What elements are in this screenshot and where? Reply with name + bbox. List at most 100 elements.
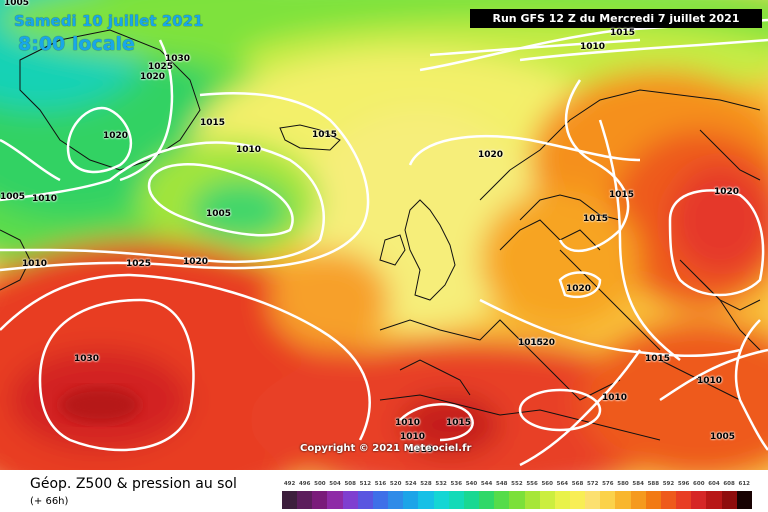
scale-value: 496	[298, 481, 311, 487]
isobar-label: 1015	[645, 354, 671, 364]
scale-swatch	[388, 491, 404, 509]
isobars	[0, 18, 768, 467]
scale-value: 524	[405, 481, 417, 487]
isobar-label: 1030	[74, 354, 100, 364]
isobar-label: 1005	[206, 209, 232, 219]
scale-value: 600	[693, 481, 705, 487]
scale-value: 544	[480, 481, 493, 487]
color-scale: 492 496 500 504 508 512 516 520 524 528 532 536 540 5…	[282, 481, 752, 509]
scale-value: 504	[329, 481, 341, 487]
isobar-label: 1015	[609, 190, 635, 200]
scale-swatch	[615, 491, 631, 509]
scale-swatch	[357, 491, 373, 509]
isobar-label: 1010	[697, 376, 723, 386]
scale-swatch	[660, 491, 677, 509]
scale-value: 612	[738, 481, 750, 487]
scale-swatch	[630, 491, 646, 509]
scale-swatch	[403, 491, 419, 509]
scale-swatch	[342, 491, 358, 509]
scale-value: 508	[344, 481, 356, 487]
scale-swatches	[282, 491, 752, 509]
isobar-label: 1010	[395, 418, 421, 428]
scale-value: 492	[283, 481, 296, 487]
scale-swatch	[569, 491, 586, 509]
scale-swatch	[418, 491, 434, 509]
scale-value: 576	[602, 481, 614, 487]
scale-value: 556	[526, 481, 538, 487]
isobar-label: 1010	[580, 42, 606, 52]
scale-swatch	[736, 491, 752, 509]
isobar-label: 1010	[602, 393, 628, 403]
scale-value: 548	[496, 481, 508, 487]
scale-swatch	[327, 491, 343, 509]
scale-swatch	[524, 491, 540, 509]
scale-labels: 492 496 500 504 508 512 516 520 524 528 532 536 540 5…	[282, 481, 752, 491]
scale-swatch	[600, 491, 616, 509]
scale-swatch	[372, 491, 389, 509]
scale-value: 560	[541, 481, 553, 487]
scale-swatch	[691, 491, 707, 509]
scale-value: 516	[374, 481, 387, 487]
scale-swatch	[479, 491, 495, 509]
isobar-label: 1015	[610, 28, 636, 38]
isobar-label: 1005	[710, 432, 736, 442]
scale-value: 512	[359, 481, 372, 487]
isobar-label: 1020	[103, 131, 129, 141]
high-core	[60, 387, 140, 423]
scale-value: 588	[647, 481, 660, 487]
scale-value: 552	[511, 481, 523, 487]
scale-swatch	[463, 491, 480, 509]
scale-value: 604	[708, 481, 720, 487]
isobar-label: 1015	[518, 338, 544, 348]
scale-swatch	[539, 491, 555, 509]
isobar-label: 1030	[165, 54, 191, 64]
scale-value: 532	[435, 481, 447, 487]
isobar-label: 1020	[714, 187, 740, 197]
scale-swatch	[494, 491, 510, 509]
scale-value: 596	[677, 481, 690, 487]
scale-swatch	[509, 491, 525, 509]
scale-value: 564	[556, 481, 569, 487]
isobar-label: 1015	[312, 130, 338, 140]
isobar-label: 1010	[408, 445, 434, 455]
scale-value: 520	[389, 481, 402, 487]
scale-swatch	[676, 491, 692, 509]
scale-value: 592	[662, 481, 675, 487]
isobar-label: 1015	[200, 118, 226, 128]
copyright-text: Copyright © 2021 Meteociel.fr	[300, 443, 472, 454]
isobar-label: 1020	[183, 257, 209, 267]
isobar-label: 1005	[0, 192, 26, 202]
isobar-1010-south	[518, 388, 602, 432]
scale-value: 608	[723, 481, 735, 487]
isobar-label: 1015	[446, 418, 472, 428]
scale-value: 536	[450, 481, 463, 487]
run-info-bar: Run GFS 12 Z du Mercredi 7 juillet 2021	[470, 9, 762, 28]
isobar-label: 1005	[4, 0, 30, 8]
scale-swatch	[297, 491, 313, 509]
map-svg	[0, 0, 768, 470]
isobar-label: 1010	[22, 259, 48, 269]
isobar-label: 1015	[583, 214, 609, 224]
scale-swatch	[645, 491, 661, 509]
weather-map: Samedi 10 juillet 2021 8:00 locale Run G…	[0, 0, 768, 470]
forecast-time: 8:00 locale	[18, 33, 135, 55]
legend-subtitle: (+ 66h)	[30, 496, 69, 507]
isobar-label: 1025	[126, 259, 152, 269]
scale-swatch	[721, 491, 737, 509]
scale-value: 500	[314, 481, 326, 487]
isobar-label: 1020	[566, 284, 592, 294]
scale-swatch	[282, 491, 298, 509]
scale-value: 580	[617, 481, 629, 487]
isobar-label: 1025	[148, 62, 174, 72]
legend-footer: Géop. Z500 & pression au sol (+ 66h) 492…	[0, 470, 768, 512]
scale-value: 528	[420, 481, 432, 487]
scale-value: 572	[586, 481, 599, 487]
scale-swatch	[312, 491, 328, 509]
scale-swatch	[585, 491, 601, 509]
isobar-label: 1020	[530, 338, 556, 348]
scale-value: 540	[465, 481, 478, 487]
isobar-label: 1010	[236, 145, 262, 155]
scale-swatch	[433, 491, 449, 509]
isobar-label: 1010	[32, 194, 58, 204]
isobar-label: 1020	[140, 72, 166, 82]
